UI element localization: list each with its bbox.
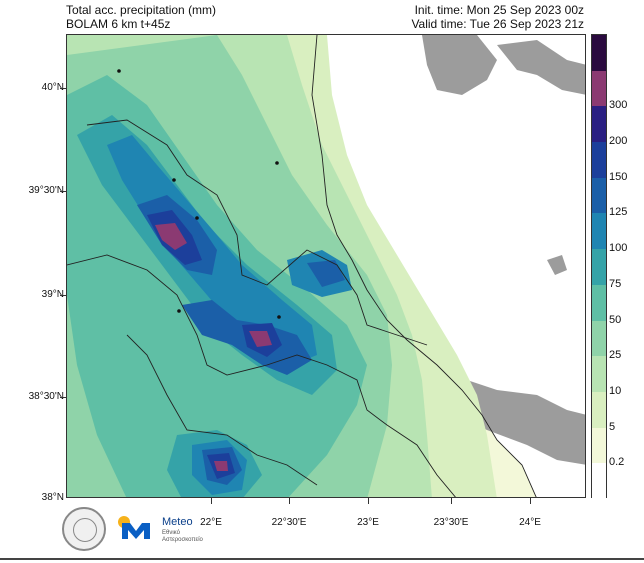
colorbar-segment	[592, 106, 606, 143]
colorbar-level-label: 10	[609, 384, 622, 397]
colorbar-segment	[592, 142, 606, 178]
zone-150d	[307, 260, 345, 287]
colorbar-level-label: 5	[609, 420, 616, 433]
colorbar-segment	[592, 35, 606, 71]
colorbar-segment	[592, 70, 606, 107]
colorbar-level-label: 25	[609, 349, 622, 362]
city-marker	[277, 315, 281, 319]
region-border	[86, 119, 428, 346]
lon-tick	[530, 498, 531, 504]
zone-300c	[214, 461, 228, 471]
lon-label-24: 24°E	[519, 517, 541, 528]
valid-time: Valid time: Tue 26 Sep 2023 21z	[411, 17, 584, 31]
colorbar-level-label: 300	[609, 99, 628, 112]
colorbar-segment	[592, 284, 606, 321]
colorbar-level-label: 50	[609, 313, 622, 326]
colorbar-segment	[592, 213, 606, 250]
colorbar-level-label: 150	[609, 170, 628, 183]
lon-tick	[289, 498, 290, 504]
lon-label-22-30: 22°30'E	[271, 517, 307, 528]
colorbar-segment	[592, 463, 606, 499]
zone-300	[155, 223, 187, 250]
city-marker	[172, 178, 176, 182]
sea-east	[312, 35, 585, 497]
lon-label-23-30: 23°30'E	[433, 517, 469, 528]
colorbar-segment	[592, 356, 606, 392]
lat-label-38-30: 38°30'N	[28, 391, 64, 402]
island-grey	[547, 255, 567, 275]
coastline	[311, 35, 537, 497]
lon-label-22: 22°E	[200, 517, 222, 528]
lat-label-39: 39°N	[41, 289, 64, 300]
zone-300b	[249, 331, 272, 347]
precipitation-map	[66, 34, 586, 498]
map-title: Total acc. precipitation (mm)	[66, 3, 217, 17]
colorbar-level-label: 75	[609, 277, 622, 290]
map-title-block: Total acc. precipitation (mm) BOLAM 6 km…	[66, 3, 216, 31]
lat-label-39-30: 39°30'N	[28, 185, 64, 196]
bottom-divider	[0, 558, 644, 560]
lat-label-38: 38°N	[41, 492, 64, 503]
colorbar-level-label: 0.2	[609, 456, 625, 469]
lat-tick	[60, 295, 66, 296]
colorbar-segment	[592, 249, 606, 285]
meteo-brand: Meteo	[162, 516, 193, 528]
region-border-2	[67, 254, 456, 497]
meteo-subtitle-2: Αστεροσκοπείο	[162, 537, 203, 543]
lat-tick	[60, 397, 66, 398]
colorbar-level-label: 100	[609, 242, 628, 255]
lon-tick	[451, 498, 452, 504]
colorbar-segment	[592, 427, 606, 464]
city-marker	[177, 309, 181, 313]
lon-tick	[211, 498, 212, 504]
region-border-3	[126, 334, 318, 486]
lat-tick	[60, 191, 66, 192]
colorbar-segment	[592, 177, 606, 214]
colorbar	[591, 34, 607, 499]
colorbar-segment	[592, 391, 606, 428]
colorbar-segment	[592, 320, 606, 357]
lat-label-40: 40°N	[41, 82, 64, 93]
model-label: BOLAM 6 km t+45z	[66, 17, 171, 31]
lon-tick	[368, 498, 369, 504]
precipitation-field	[67, 35, 585, 497]
meteo-subtitle-1: Εθνικό	[162, 530, 180, 536]
sea-north-grey	[422, 35, 497, 95]
colorbar-level-label: 125	[609, 206, 628, 219]
chalkidiki-grey	[497, 40, 585, 95]
city-marker	[195, 216, 199, 220]
lat-tick	[60, 88, 66, 89]
lon-label-23: 23°E	[357, 517, 379, 528]
time-info-block: Init. time: Mon 25 Sep 2023 00z Valid ti…	[411, 3, 584, 31]
city-marker	[275, 161, 279, 165]
colorbar-level-label: 200	[609, 135, 628, 148]
meteo-logo-icon	[118, 516, 150, 539]
city-marker	[117, 69, 121, 73]
init-time: Init. time: Mon 25 Sep 2023 00z	[414, 3, 584, 17]
observatory-seal-logo	[62, 507, 106, 551]
